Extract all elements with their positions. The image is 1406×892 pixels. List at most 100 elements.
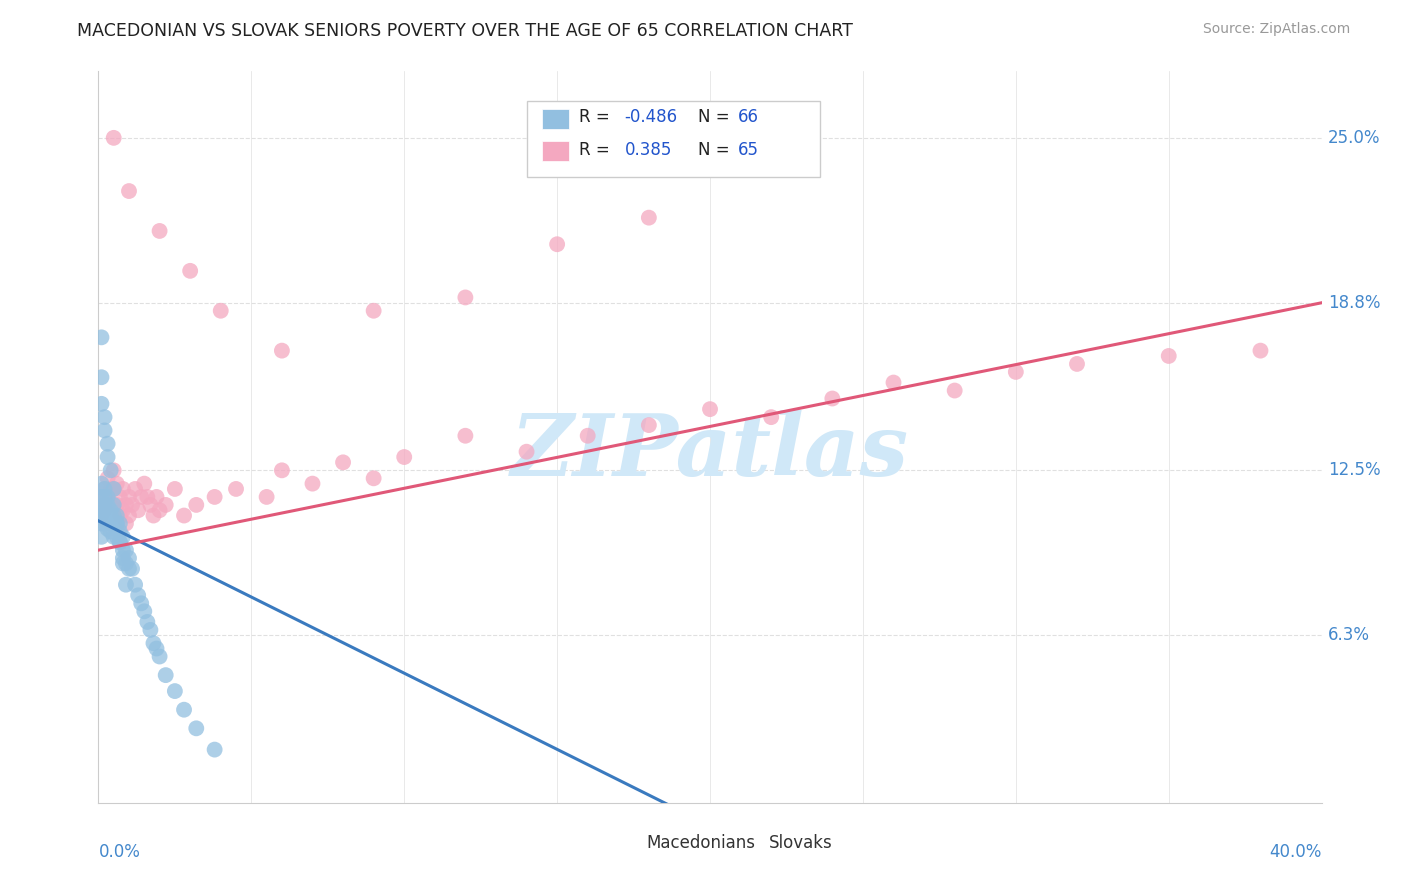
Point (546, 237, 568, 252)
Point (100, 508, 122, 523)
Point (1249, 343, 1271, 358)
Point (155, 498, 177, 512)
Point (105, 508, 128, 523)
Point (134, 604, 156, 618)
Point (105, 530, 128, 544)
Point (93, 508, 115, 523)
Point (149, 649, 172, 664)
Point (301, 476, 323, 491)
Point (100, 503, 122, 517)
Point (1066, 357, 1088, 371)
Text: 65: 65 (738, 141, 759, 159)
Point (93, 482, 115, 496)
Point (637, 211, 661, 225)
Point (93, 482, 115, 496)
Point (108, 535, 131, 549)
Point (149, 224, 172, 238)
Point (149, 503, 172, 517)
Point (155, 668, 177, 682)
Point (103, 131, 125, 145)
Point (90, 516, 112, 531)
Point (93, 424, 115, 438)
Point (173, 703, 195, 717)
Text: MACEDONIAN VS SLOVAK SENIORS POVERTY OVER THE AGE OF 65 CORRELATION CHART: MACEDONIAN VS SLOVAK SENIORS POVERTY OVE… (77, 22, 853, 40)
Point (118, 490, 141, 504)
Point (97, 436, 120, 450)
Point (363, 471, 385, 485)
Point (332, 455, 354, 469)
Point (759, 410, 782, 425)
Point (105, 476, 128, 491)
Point (90, 490, 112, 504)
Point (118, 184, 141, 198)
Point (121, 562, 143, 576)
Point (97, 516, 120, 531)
Point (90, 476, 112, 491)
Point (454, 429, 477, 443)
Text: 6.3%: 6.3% (1327, 626, 1369, 644)
Point (179, 264, 201, 278)
Point (97, 450, 120, 464)
Point (100, 516, 122, 531)
Point (103, 482, 125, 496)
Point (136, 490, 159, 504)
Point (93, 516, 115, 531)
Text: 66: 66 (738, 109, 759, 127)
Text: Source: ZipAtlas.com: Source: ZipAtlas.com (1202, 22, 1350, 37)
Point (100, 524, 122, 539)
Point (93, 490, 115, 504)
Text: Slovaks: Slovaks (769, 834, 832, 852)
Point (97, 522, 120, 536)
Point (100, 463, 122, 477)
Text: 18.8%: 18.8% (1327, 293, 1381, 312)
Bar (612, 833, 640, 853)
Point (108, 490, 131, 504)
Point (225, 482, 247, 496)
Point (97, 490, 120, 504)
Text: 40.0%: 40.0% (1270, 843, 1322, 861)
Point (90, 370, 112, 384)
Point (97, 508, 120, 523)
Point (256, 490, 278, 504)
Point (93, 498, 115, 512)
Point (637, 418, 661, 433)
Point (90, 503, 112, 517)
Point (103, 516, 125, 531)
Point (118, 551, 141, 566)
Point (105, 516, 128, 531)
Point (121, 498, 143, 512)
Point (111, 530, 134, 544)
Point (100, 482, 122, 496)
Point (1157, 349, 1180, 363)
Point (108, 516, 131, 531)
Point (186, 722, 208, 736)
Point (204, 742, 226, 756)
Point (145, 490, 167, 504)
Text: 0.0%: 0.0% (98, 843, 141, 861)
Text: Macedonians: Macedonians (647, 834, 755, 852)
Point (129, 596, 152, 610)
Text: 12.5%: 12.5% (1327, 461, 1381, 479)
Point (118, 562, 141, 576)
Point (115, 557, 138, 571)
Bar (543, 109, 569, 129)
Point (111, 557, 134, 571)
Point (115, 577, 138, 591)
Point (90, 530, 112, 544)
Point (97, 471, 120, 485)
Bar (543, 141, 569, 161)
Point (363, 303, 385, 318)
Point (111, 503, 134, 517)
Point (392, 450, 416, 464)
Point (97, 490, 120, 504)
Text: N =: N = (697, 109, 735, 127)
Point (204, 490, 226, 504)
Point (93, 410, 115, 425)
Point (139, 623, 162, 637)
Point (145, 641, 167, 656)
Point (124, 577, 146, 591)
Point (127, 588, 149, 602)
Point (108, 535, 131, 549)
Point (93, 503, 115, 517)
Point (90, 397, 112, 411)
